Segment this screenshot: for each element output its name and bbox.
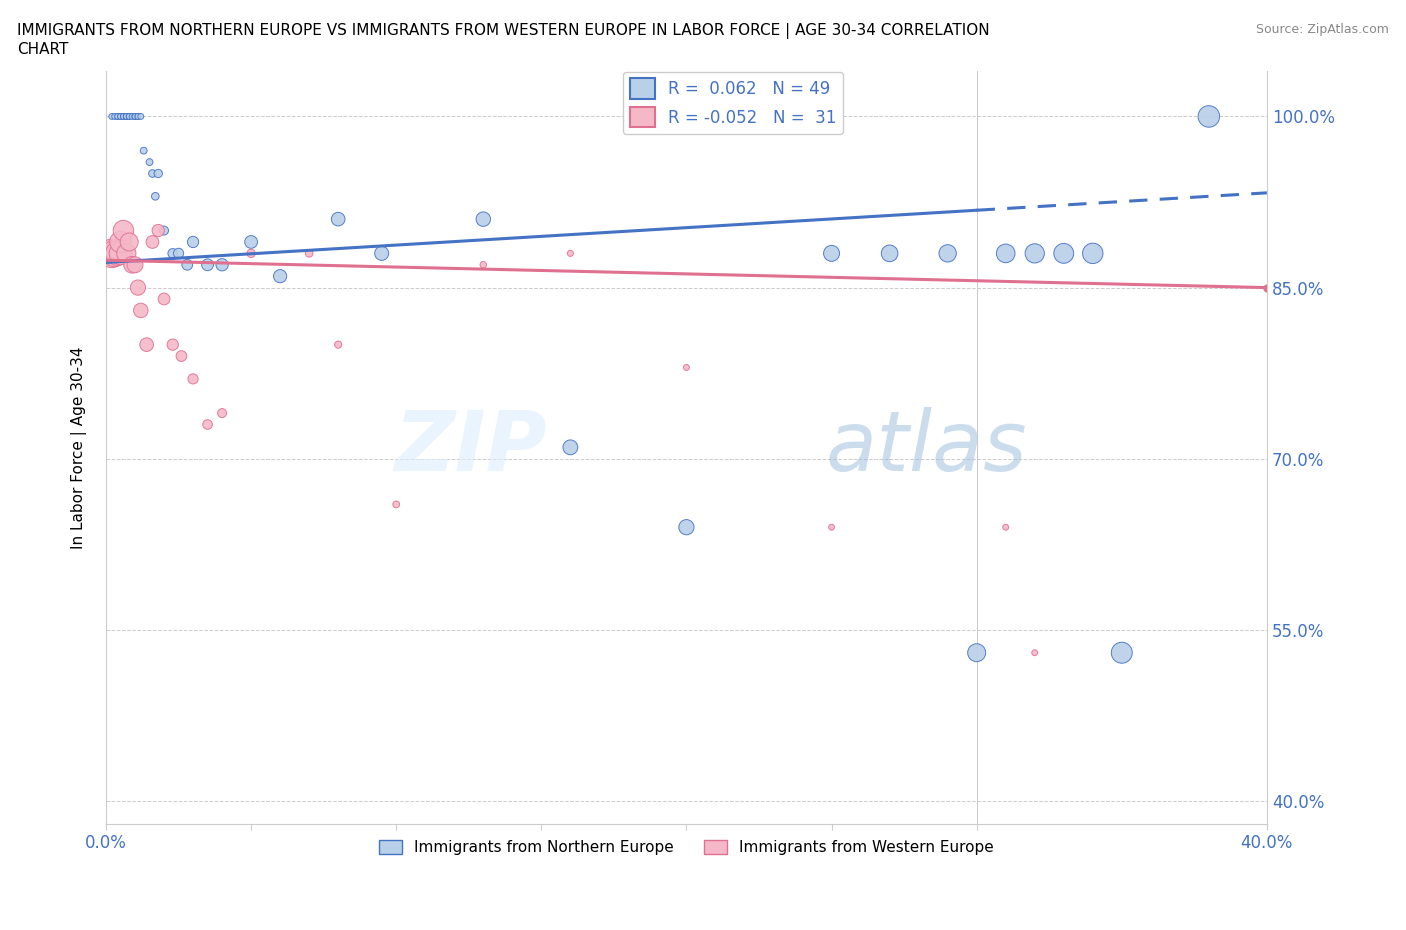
Point <box>112 109 135 124</box>
Text: IMMIGRANTS FROM NORTHERN EUROPE VS IMMIGRANTS FROM WESTERN EUROPE IN LABOR FORCE: IMMIGRANTS FROM NORTHERN EUROPE VS IMMIG… <box>17 23 990 39</box>
Point <box>112 109 135 124</box>
Point <box>966 645 988 660</box>
Point <box>107 246 129 260</box>
Point <box>820 520 842 535</box>
Point <box>124 109 146 124</box>
Point <box>153 292 176 307</box>
Point <box>129 109 152 124</box>
Point <box>124 258 146 272</box>
Point <box>148 166 170 181</box>
Point <box>240 234 263 249</box>
Point <box>104 246 127 260</box>
Point <box>101 246 124 260</box>
Point <box>560 246 582 260</box>
Point <box>167 246 190 260</box>
Point <box>101 109 124 124</box>
Point <box>118 234 141 249</box>
Point <box>115 246 138 260</box>
Point <box>127 109 149 124</box>
Point <box>298 246 321 260</box>
Point <box>162 338 184 352</box>
Point <box>181 371 204 386</box>
Point <box>118 109 141 124</box>
Point <box>127 109 149 124</box>
Text: atlas: atlas <box>825 406 1028 488</box>
Point <box>820 246 842 260</box>
Point <box>181 234 204 249</box>
Point <box>138 154 160 169</box>
Point <box>328 338 350 352</box>
Legend: Immigrants from Northern Europe, Immigrants from Western Europe: Immigrants from Northern Europe, Immigra… <box>373 834 1000 861</box>
Point <box>385 497 408 512</box>
Point <box>197 258 219 272</box>
Point <box>141 234 163 249</box>
Point <box>132 143 155 158</box>
Point <box>162 246 184 260</box>
Point <box>197 417 219 432</box>
Point <box>1111 645 1133 660</box>
Point <box>110 109 132 124</box>
Point <box>936 246 959 260</box>
Point <box>370 246 392 260</box>
Point <box>115 109 138 124</box>
Point <box>112 223 135 238</box>
Point <box>560 440 582 455</box>
Point <box>127 280 149 295</box>
Point <box>129 303 152 318</box>
Point <box>211 405 233 420</box>
Point <box>994 246 1017 260</box>
Point <box>1081 246 1104 260</box>
Point <box>110 109 132 124</box>
Point <box>240 246 263 260</box>
Point <box>1024 645 1046 660</box>
Point <box>115 109 138 124</box>
Point <box>110 234 132 249</box>
Point <box>472 258 495 272</box>
Point <box>269 269 291 284</box>
Point <box>472 212 495 227</box>
Point <box>143 189 166 204</box>
Point <box>118 109 141 124</box>
Point <box>176 258 198 272</box>
Point <box>104 109 127 124</box>
Point <box>141 166 163 181</box>
Point <box>1053 246 1076 260</box>
Point <box>1024 246 1046 260</box>
Point <box>879 246 901 260</box>
Point <box>121 258 143 272</box>
Point <box>328 212 350 227</box>
Point <box>124 109 146 124</box>
Point <box>170 349 193 364</box>
Point <box>107 109 129 124</box>
Point <box>124 109 146 124</box>
Point <box>135 338 157 352</box>
Text: CHART: CHART <box>17 42 69 57</box>
Y-axis label: In Labor Force | Age 30-34: In Labor Force | Age 30-34 <box>72 346 87 549</box>
Point <box>110 246 132 260</box>
Point <box>148 223 170 238</box>
Text: Source: ZipAtlas.com: Source: ZipAtlas.com <box>1256 23 1389 36</box>
Point <box>675 520 697 535</box>
Point <box>994 520 1017 535</box>
Point <box>211 258 233 272</box>
Point <box>153 223 176 238</box>
Point <box>675 360 697 375</box>
Point <box>1198 109 1220 124</box>
Point <box>121 109 143 124</box>
Point <box>107 109 129 124</box>
Text: ZIP: ZIP <box>395 406 547 488</box>
Point <box>115 109 138 124</box>
